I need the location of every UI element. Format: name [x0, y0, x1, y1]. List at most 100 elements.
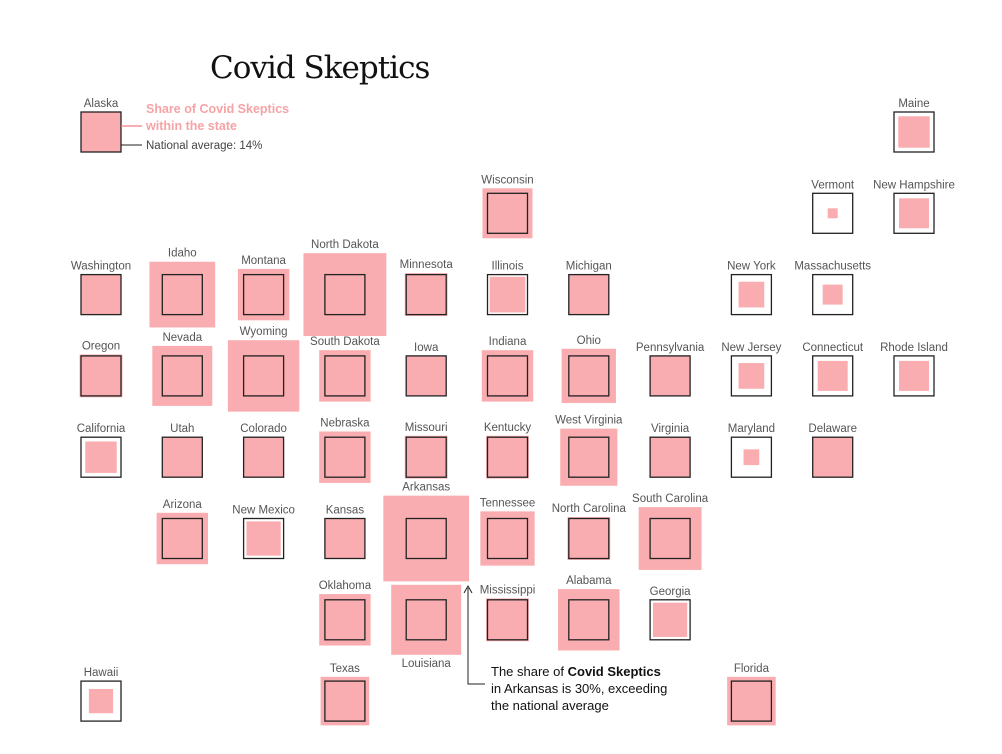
national-average-outline	[568, 517, 610, 560]
share-square	[568, 274, 609, 315]
share-square	[738, 281, 765, 308]
national-average-outline	[324, 355, 366, 397]
national-average-outline	[649, 436, 691, 478]
state-label: North Dakota	[311, 239, 379, 251]
national-average-outline	[80, 680, 122, 722]
state-label: Louisiana	[402, 658, 452, 670]
state-tile-iowa: Iowa	[405, 342, 447, 397]
state-label: Illinois	[492, 261, 524, 273]
state-tile-mississippi: Mississippi	[480, 584, 535, 642]
state-tile-rhode-island: Rhode Island	[880, 342, 948, 397]
share-square	[638, 507, 702, 570]
share-square	[743, 449, 760, 466]
share-square	[650, 355, 691, 396]
national-average-outline	[242, 517, 285, 560]
national-average-outline	[242, 436, 285, 478]
share-square	[561, 348, 616, 404]
state-tile-vermont: Vermont	[811, 179, 855, 234]
share-square	[738, 363, 765, 389]
share-square	[899, 198, 929, 229]
national-average-outline	[730, 680, 773, 722]
national-average-outline	[242, 273, 285, 316]
national-average-outline	[812, 436, 854, 478]
national-average-outline	[486, 273, 529, 316]
state-label: Delaware	[808, 423, 857, 435]
state-tile-north-dakota: North Dakota	[303, 239, 387, 337]
national-average-outline	[649, 517, 691, 560]
legend-fill-label-2: within the state	[145, 119, 237, 133]
share-square	[567, 517, 611, 560]
legend-outline-label: National average: 14%	[146, 140, 262, 152]
state-tile-montana: Montana	[237, 255, 290, 321]
chart-title: Covid Skeptics	[210, 50, 429, 86]
share-square	[81, 274, 121, 315]
state-tile-massachusetts: Massachusetts	[794, 261, 871, 316]
state-label: Idaho	[168, 248, 197, 260]
share-square	[243, 437, 284, 478]
share-square	[650, 437, 691, 478]
share-square	[727, 676, 776, 726]
national-average-outline	[161, 517, 203, 560]
state-label: Hawaii	[84, 667, 119, 679]
national-average-outline	[324, 680, 366, 722]
state-tile-tennessee: Tennessee	[480, 497, 536, 566]
national-average-outline	[893, 192, 935, 234]
share-square	[482, 188, 533, 239]
national-average-outline	[730, 436, 773, 478]
annotation-line-2: in Arkansas is 30%, exceeding	[491, 681, 667, 696]
state-tile-nebraska: Nebraska	[319, 417, 371, 483]
state-label: South Dakota	[310, 336, 380, 348]
national-average-outline	[161, 355, 203, 397]
state-label: Arkansas	[402, 482, 450, 494]
annotation-arrow-icon	[463, 584, 473, 594]
state-tile-ohio: Ohio	[561, 335, 616, 404]
state-label: Pennsylvania	[636, 342, 705, 354]
state-tile-south-dakota: South Dakota	[310, 336, 380, 402]
share-square	[652, 602, 688, 637]
state-tile-delaware: Delaware	[808, 423, 857, 478]
state-tile-florida: Florida	[727, 663, 776, 726]
state-label: Washington	[71, 261, 131, 273]
state-tile-south-carolina: South Carolina	[632, 493, 709, 570]
state-tile-oklahoma: Oklahoma	[319, 580, 372, 646]
share-square	[898, 116, 930, 148]
share-square	[827, 208, 838, 219]
state-tile-nevada: Nevada	[152, 332, 213, 406]
state-label: California	[77, 423, 126, 435]
share-square	[162, 437, 203, 478]
state-label: Maryland	[728, 423, 775, 435]
national-average-outline	[568, 436, 610, 478]
annotation-line-3: the national average	[491, 698, 609, 713]
state-tile-idaho: Idaho	[149, 248, 216, 328]
state-label: Georgia	[650, 586, 692, 598]
share-square	[319, 431, 371, 483]
national-average-outline	[80, 355, 122, 397]
state-label: Indiana	[489, 336, 527, 348]
share-square	[822, 284, 843, 305]
state-label: West Virginia	[555, 415, 623, 427]
national-average-outline	[324, 517, 366, 560]
state-label: Connecticut	[802, 342, 864, 354]
national-average-outline	[405, 355, 447, 397]
share-square	[404, 435, 448, 479]
state-tile-new-hampshire: New Hampshire	[873, 179, 955, 234]
share-square	[899, 360, 929, 391]
share-square	[149, 261, 216, 328]
state-label: Virginia	[651, 423, 690, 435]
state-tile-north-carolina: North Carolina	[552, 503, 626, 560]
state-tile-alabama: Alabama	[558, 575, 620, 651]
state-label: Missouri	[405, 422, 448, 434]
state-tile-georgia: Georgia	[649, 586, 692, 641]
state-tile-missouri: Missouri	[404, 422, 448, 479]
national-average-outline	[812, 355, 854, 397]
state-tile-utah: Utah	[161, 423, 203, 478]
state-label: New Hampshire	[873, 179, 955, 191]
state-label: Kentucky	[484, 422, 532, 434]
share-square	[489, 276, 526, 313]
state-label: Tennessee	[480, 497, 536, 509]
national-average-outline	[405, 517, 447, 560]
state-tile-connecticut: Connecticut	[802, 342, 864, 397]
state-tile-hawaii: Hawaii	[80, 667, 122, 722]
share-square	[558, 589, 620, 651]
